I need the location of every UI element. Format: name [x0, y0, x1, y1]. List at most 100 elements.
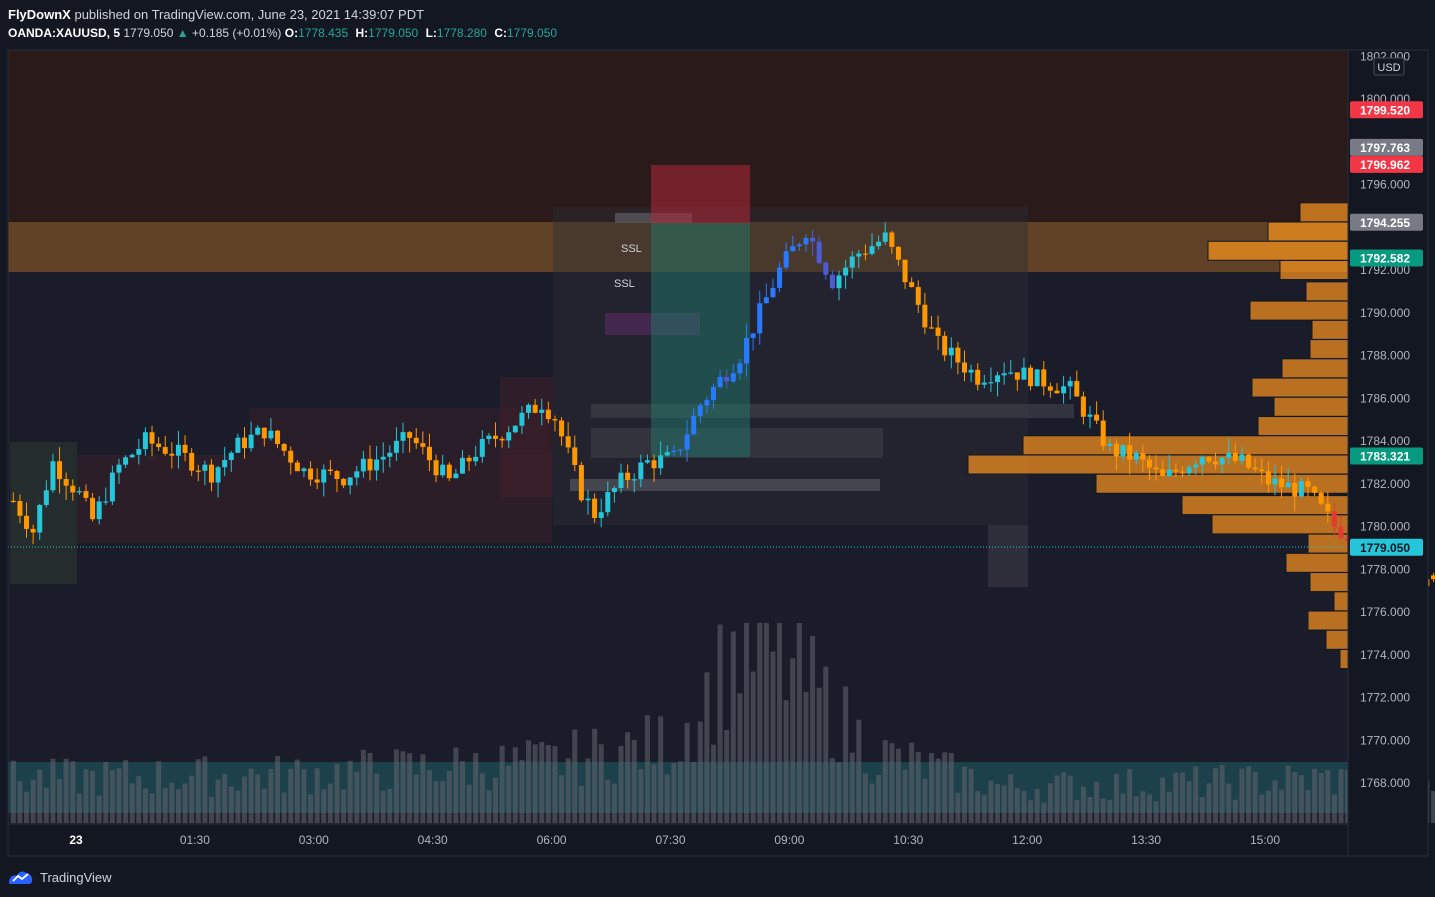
volume-bar: [354, 771, 360, 823]
tradingview-logo-icon[interactable]: [8, 869, 34, 885]
candle-body: [486, 435, 492, 440]
volume-bar: [744, 623, 750, 823]
volume-bar: [1146, 794, 1152, 823]
volume-bar: [1001, 785, 1007, 823]
profile-bar: [1305, 281, 1349, 302]
volume-bar: [288, 768, 294, 823]
candle-body: [327, 469, 333, 472]
candle-body: [1285, 482, 1291, 488]
y-tick-label: 1768.000: [1360, 776, 1410, 790]
candle-body: [856, 253, 862, 257]
profile-bar: [1333, 591, 1349, 612]
candle-body: [1226, 452, 1232, 458]
candle-body: [235, 437, 241, 453]
candle-body: [565, 436, 571, 448]
close-label: C:: [494, 26, 507, 40]
price-tag[interactable]: [1350, 213, 1423, 231]
volume-bar: [988, 780, 994, 823]
candle-body: [57, 461, 63, 480]
candle-body: [1318, 492, 1324, 504]
price-tag[interactable]: [1350, 538, 1423, 556]
candle-body: [981, 382, 987, 385]
volume-bar: [493, 777, 499, 823]
volume-bar: [486, 790, 492, 823]
volume-bar: [810, 635, 816, 823]
x-tick-label: 01:30: [180, 833, 210, 847]
volume-bar: [10, 760, 16, 823]
volume-bar: [123, 760, 129, 823]
candle-body: [195, 470, 201, 472]
profile-bar: [1022, 435, 1349, 456]
author-name[interactable]: FlyDownX: [8, 7, 71, 22]
close-value: 1779.050: [506, 26, 558, 40]
y-tick-label: 1790.000: [1360, 306, 1410, 320]
time-axis[interactable]: [8, 824, 1348, 856]
volume-bar: [796, 623, 802, 823]
volume-bar: [301, 769, 307, 823]
volume-bar: [803, 692, 809, 823]
volume-bar: [57, 779, 63, 823]
volume-bar: [334, 763, 340, 823]
volume-bar: [895, 748, 901, 823]
volume-bar: [928, 753, 934, 823]
volume-bar: [995, 784, 1001, 823]
symbol-label[interactable]: OANDA:XAUUSD, 5: [8, 26, 121, 40]
candle-body: [453, 473, 459, 479]
price-tag[interactable]: [1350, 101, 1423, 119]
volume-bar: [955, 792, 961, 823]
price-tag[interactable]: [1350, 138, 1423, 156]
price-tag[interactable]: [1350, 155, 1423, 173]
candle-body: [829, 274, 835, 289]
volume-bar: [255, 774, 261, 823]
profile-bar: [1251, 377, 1349, 398]
volume-bar: [915, 752, 921, 823]
candle-body: [123, 457, 129, 465]
volume-bar: [1206, 783, 1212, 823]
currency-badge[interactable]: [1373, 57, 1405, 76]
candle-body: [354, 471, 360, 478]
volume-bar: [1252, 771, 1258, 823]
volume-bar: [770, 651, 776, 823]
price-tag[interactable]: [1350, 447, 1423, 465]
candle-body: [843, 267, 849, 276]
volume-bar: [856, 719, 862, 823]
candle-body: [975, 369, 981, 385]
x-tick-label: 10:30: [893, 833, 923, 847]
volume-bar: [90, 770, 96, 823]
candle-body: [1153, 467, 1159, 470]
volume-bar: [1054, 775, 1060, 823]
y-tick-label: 1796.000: [1360, 178, 1410, 192]
open-label: O:: [284, 26, 299, 40]
volume-bar: [215, 779, 221, 823]
candle-body: [988, 382, 994, 384]
volume-bar: [268, 768, 274, 823]
volume-bar: [24, 791, 30, 823]
candle-body: [255, 427, 261, 435]
volume-bar: [644, 715, 650, 823]
candle-body: [387, 452, 393, 457]
candle-body: [836, 275, 842, 289]
candle-body: [109, 472, 115, 502]
volume-bar: [618, 745, 624, 823]
volume-bar: [1318, 773, 1324, 823]
open-value: 1778.435: [298, 26, 349, 40]
chart-header: FlyDownX published on TradingView.com, J…: [0, 0, 1435, 46]
volume-bar: [241, 776, 247, 823]
price-tag[interactable]: [1350, 249, 1423, 267]
volume-bar: [829, 758, 835, 823]
candle-body: [76, 491, 82, 493]
candle-body: [618, 472, 624, 488]
red-box-upper: [250, 408, 550, 455]
candle-body: [156, 443, 162, 448]
candle-body: [1430, 575, 1435, 580]
candle-body: [519, 412, 525, 426]
candle-body: [1140, 453, 1146, 460]
volume-bar: [83, 769, 89, 823]
candle-body: [1193, 464, 1199, 468]
candle-body: [374, 459, 380, 471]
volume-bar: [1041, 802, 1047, 823]
volume-bar: [208, 796, 214, 823]
volume-bar: [1325, 770, 1331, 823]
volume-bar: [367, 753, 373, 823]
